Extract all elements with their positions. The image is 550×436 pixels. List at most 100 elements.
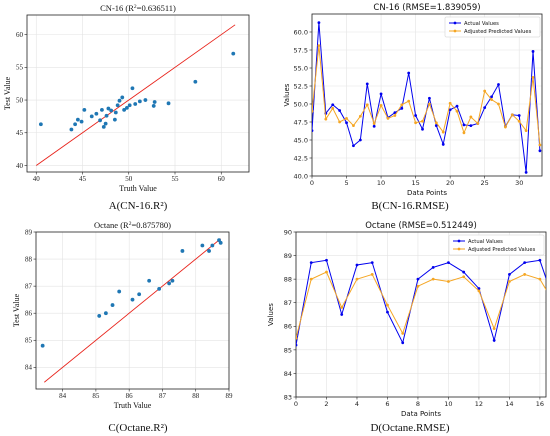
scatter-point (143, 98, 148, 102)
legend-swatch-marker (453, 29, 457, 33)
series-line-actual (312, 22, 541, 173)
series-point (517, 119, 521, 123)
series-point (401, 331, 405, 335)
x-tick-label: 45 (79, 175, 87, 183)
series-point (331, 106, 335, 110)
y-tick-label: 42.5 (294, 154, 308, 162)
series-point (372, 122, 376, 125)
series-point (421, 119, 424, 123)
legend-swatch-marker (453, 21, 457, 25)
series-point (400, 103, 404, 107)
panel-b: 0 5 10 15 20 25 30 40.0 42.5 45.0 47.5 50.0 52.5 55.0… (283, 3, 543, 212)
scatter-point (97, 314, 102, 318)
series-point (524, 171, 528, 174)
scatter-point (100, 107, 104, 112)
series-point (416, 284, 420, 288)
series-point (431, 277, 435, 281)
scatter-point (117, 98, 122, 103)
chart-title-rest: =0.875780) (131, 220, 171, 230)
series-point (338, 109, 342, 112)
x-tick-label: 10 (444, 400, 452, 408)
panel-caption: A(CN-16.R²) (109, 200, 168, 212)
series-point (523, 273, 527, 276)
series-point (296, 336, 298, 340)
scatter-point (137, 292, 142, 297)
series-point (331, 103, 335, 107)
scatter-point (130, 86, 135, 91)
series-point (338, 120, 342, 124)
series-point (538, 258, 542, 262)
x-axis-label: Data Points (401, 410, 441, 418)
series-point (309, 277, 313, 281)
scatter-point (94, 111, 99, 116)
y-tick-label: 52.5 (294, 82, 308, 90)
series-point (358, 138, 362, 142)
series-point (477, 287, 481, 290)
series-point (462, 131, 466, 135)
series-point (317, 21, 321, 25)
y-tick-label: 45 (16, 129, 24, 137)
y-tick-label: 57.5 (294, 46, 308, 54)
scatter-point (101, 124, 106, 129)
series-point (469, 115, 473, 119)
series-point (345, 121, 348, 125)
series-point (538, 143, 542, 147)
scatter-point (104, 113, 109, 118)
x-tick-label: 14 (505, 400, 513, 408)
plot-frame (26, 14, 250, 173)
series-point (393, 111, 397, 115)
series-point (379, 92, 383, 96)
x-tick-label: 20 (446, 179, 454, 187)
scatter-point (112, 117, 117, 122)
panel-c: 84 85 86 87 88 89 84 85 86 87 88 89 Truth Value Test … (12, 220, 233, 434)
series-point (477, 289, 481, 293)
scatter-point (113, 110, 118, 115)
series-point (296, 343, 298, 347)
x-tick-label: 30 (515, 179, 523, 187)
chart-title-main: Octane (R (94, 220, 129, 230)
reference-line (44, 238, 221, 383)
series-point (448, 101, 452, 105)
series-point (414, 114, 418, 117)
series-point (469, 124, 473, 127)
x-tick-label: 85 (92, 392, 100, 400)
series-point (434, 124, 438, 127)
y-tick-label: 50 (16, 96, 24, 104)
y-tick-label: 87 (284, 299, 292, 307)
series-point (365, 82, 369, 86)
scatter-point (40, 343, 45, 348)
x-tick-label: 2 (324, 400, 328, 408)
legend-entry-label: Actual Values (464, 21, 499, 27)
y-axis-label: Test Value (3, 76, 12, 110)
chart-title: Octane (RMSE=0.512449) (365, 221, 477, 231)
series-point (434, 121, 438, 125)
scatter-point (166, 101, 171, 106)
series-point (517, 114, 521, 117)
y-tick-label: 45.0 (294, 136, 308, 144)
series-point (312, 129, 314, 133)
legend: Actual Values Adjusted Predicted Values (444, 16, 541, 38)
x-tick-label: 4 (355, 400, 359, 408)
series-point (325, 270, 328, 274)
series-point (386, 303, 389, 307)
series-point (352, 124, 355, 127)
legend-swatch-marker (457, 247, 461, 251)
series-point (476, 122, 480, 125)
y-tick-label: 83 (284, 393, 292, 401)
series-point (531, 50, 535, 53)
scatter-point (137, 99, 142, 104)
y-tick-label: 84 (284, 370, 292, 378)
series-group (312, 21, 542, 174)
series-point (538, 149, 542, 153)
x-tick-label: 55 (172, 175, 180, 183)
panel-caption: B(CN-16.RMSE) (371, 200, 449, 212)
x-tick-label: 88 (192, 392, 200, 400)
plot-frame (311, 13, 543, 177)
x-tick-label: 5 (344, 179, 348, 187)
series-point (358, 114, 362, 118)
x-tick-label: 16 (536, 400, 544, 408)
series-point (309, 261, 313, 265)
series-point (312, 109, 314, 113)
y-tick-label: 60.0 (294, 28, 308, 36)
scatter-point (106, 106, 111, 111)
